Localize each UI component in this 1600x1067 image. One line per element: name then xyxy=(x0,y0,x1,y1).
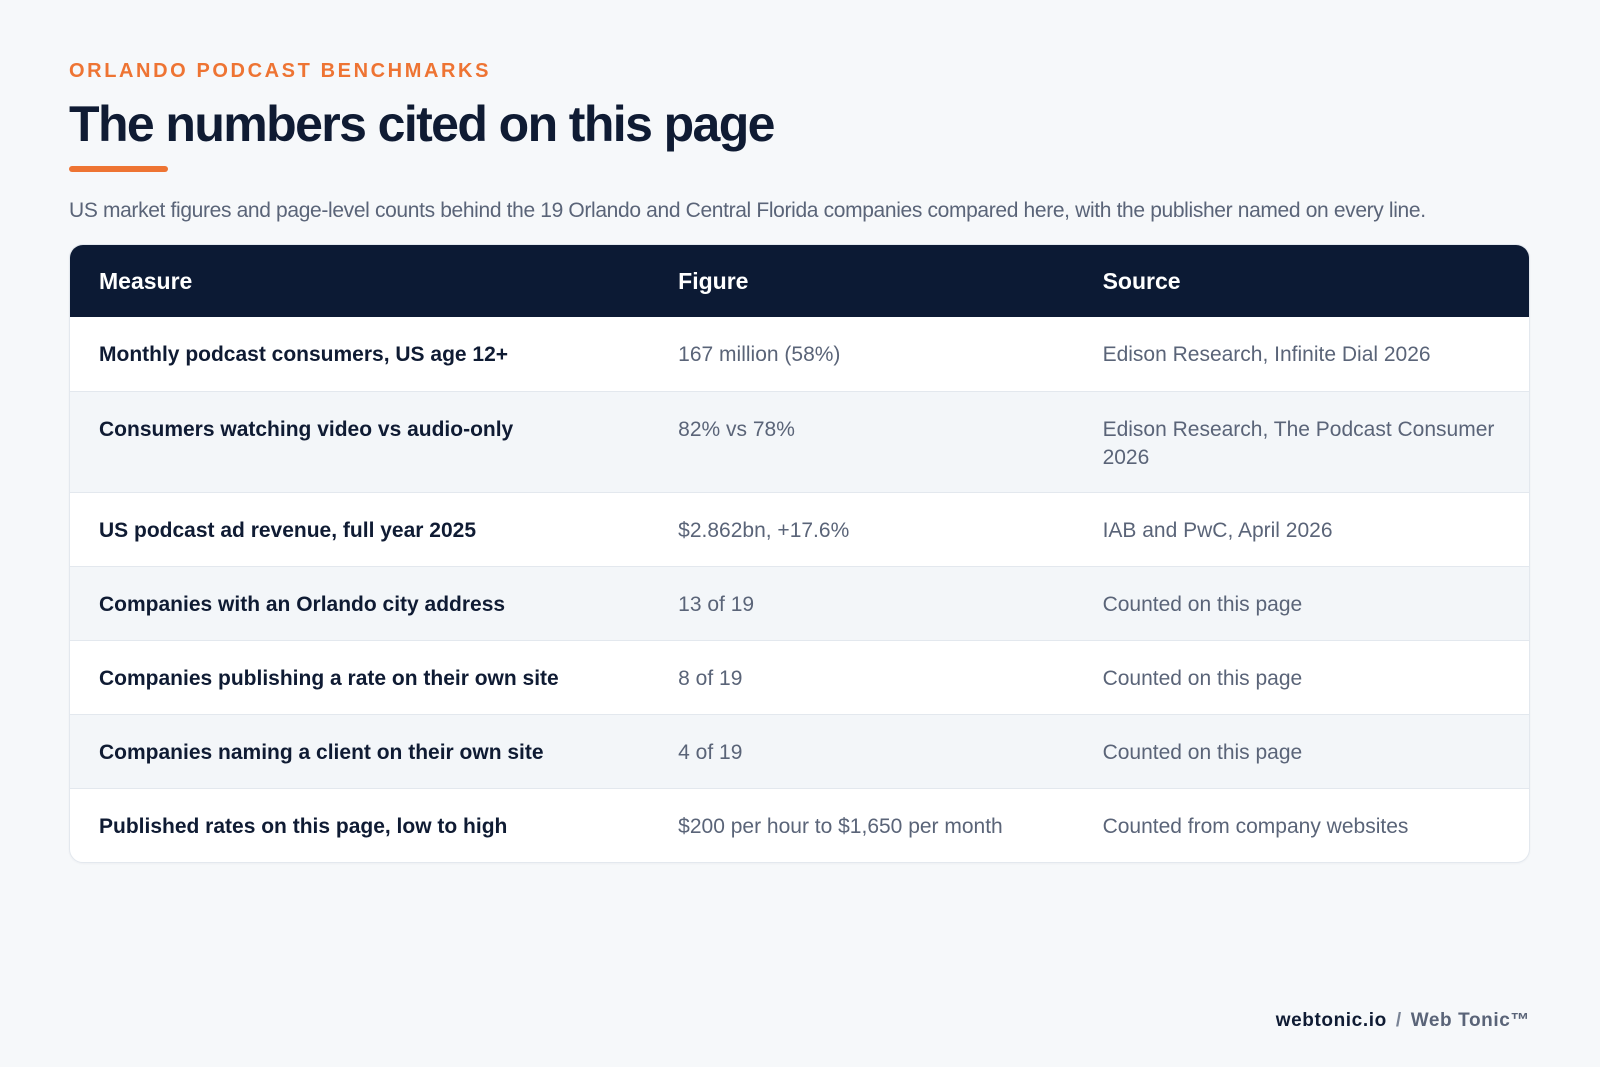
figure-cell: 82% vs 78% xyxy=(678,418,795,441)
source-cell: Edison Research, The Podcast Consumer 20… xyxy=(1102,418,1495,469)
measure-cell: Companies publishing a rate on their own… xyxy=(99,667,559,690)
source-cell: Edison Research, Infinite Dial 2026 xyxy=(1102,343,1431,366)
table-row: Companies with an Orlando city address 1… xyxy=(70,566,1529,640)
column-header-source: Source xyxy=(1102,267,1181,294)
measure-cell: Published rates on this page, low to hig… xyxy=(99,815,508,838)
figure-cell: 4 of 19 xyxy=(678,741,743,764)
measure-cell: US podcast ad revenue, full year 2025 xyxy=(99,519,476,542)
table-header: Measure Figure Source xyxy=(70,245,1529,317)
figure-cell: 8 of 19 xyxy=(678,667,743,690)
table-row: Companies naming a client on their own s… xyxy=(70,714,1529,788)
figure-cell: 13 of 19 xyxy=(678,593,755,616)
source-cell: Counted on this page xyxy=(1102,593,1303,616)
table-row: Companies publishing a rate on their own… xyxy=(70,640,1529,714)
source-cell: Counted on this page xyxy=(1102,667,1303,690)
table-row: US podcast ad revenue, full year 2025 $2… xyxy=(70,492,1529,566)
source-cell: Counted on this page xyxy=(1102,741,1303,764)
figure-cell: 167 million (58%) xyxy=(678,343,841,366)
column-header-figure: Figure xyxy=(678,267,749,294)
footer-domain-link[interactable]: webtonic.io xyxy=(1275,1010,1387,1031)
figure-cell: $200 per hour to $1,650 per month xyxy=(678,815,1003,838)
measure-cell: Companies with an Orlando city address xyxy=(99,593,506,616)
source-cell: Counted from company websites xyxy=(1102,815,1409,838)
footer-separator: / xyxy=(1395,1010,1402,1031)
page-subtitle: US market figures and page-level counts … xyxy=(69,199,1426,222)
table-row: Published rates on this page, low to hig… xyxy=(70,788,1529,862)
table-row: Monthly podcast consumers, US age 12+ 16… xyxy=(70,317,1529,391)
source-cell: IAB and PwC, April 2026 xyxy=(1102,519,1333,542)
measure-cell: Consumers watching video vs audio-only xyxy=(99,418,514,441)
benchmarks-table: Measure Figure Source Monthly podcast co… xyxy=(69,244,1530,863)
footer-credit: webtonic.io / Web Tonic™ xyxy=(1276,1010,1530,1032)
measure-cell: Monthly podcast consumers, US age 12+ xyxy=(99,343,509,366)
eyebrow-label: ORLANDO PODCAST BENCHMARKS xyxy=(69,60,492,82)
benchmarks-page: ORLANDO PODCAST BENCHMARKS The numbers c… xyxy=(69,58,1530,863)
page-title: The numbers cited on this page xyxy=(69,96,775,152)
footer-brand: Web Tonic™ xyxy=(1410,1010,1530,1031)
column-header-measure: Measure xyxy=(99,267,193,294)
measure-cell: Companies naming a client on their own s… xyxy=(99,741,544,764)
table-row: Consumers watching video vs audio-only 8… xyxy=(70,391,1529,492)
accent-rule xyxy=(69,166,168,172)
table-body: Monthly podcast consumers, US age 12+ 16… xyxy=(70,317,1529,862)
figure-cell: $2.862bn, +17.6% xyxy=(678,519,850,542)
